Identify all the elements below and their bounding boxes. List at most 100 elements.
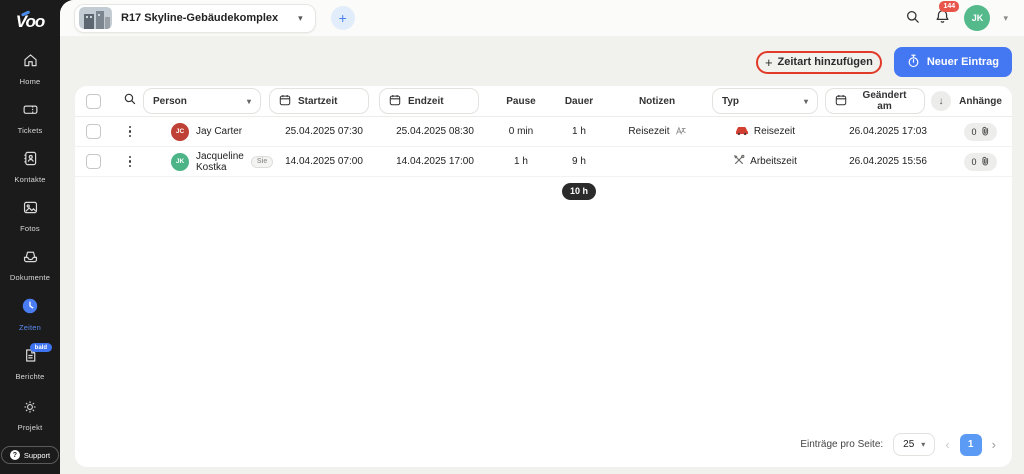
sidebar-item-dokumente[interactable]: Dokumente <box>0 240 60 289</box>
person-filter[interactable]: Person ▾ <box>143 88 261 114</box>
end-value: 14.04.2025 17:00 <box>396 156 474 167</box>
table-search-icon[interactable] <box>123 92 137 111</box>
attachments-badge[interactable]: 0 <box>964 123 997 141</box>
type-cell: Arbeitszeit <box>707 154 823 169</box>
table-row[interactable]: JC Jay Carter 25.04.2025 07:30 25.04.202… <box>75 117 1012 147</box>
sidebar-nav: Home Tickets Kontakte Fotos <box>0 44 60 388</box>
type-value: Reisezeit <box>753 126 796 137</box>
contacts-icon <box>22 150 39 172</box>
stopwatch-icon <box>907 54 920 71</box>
clock-icon <box>21 297 39 320</box>
type-value: Arbeitszeit <box>750 156 797 167</box>
plus-icon: + <box>764 54 773 70</box>
add-time-type-label: Zeitart hinzufügen <box>777 56 873 68</box>
person-cell: JK Jacqueline Kostka Sie <box>143 150 274 173</box>
sidebar: Voo Home Tickets Kontakte <box>0 0 60 474</box>
paperclip-icon <box>981 126 990 138</box>
documents-icon <box>22 248 39 270</box>
modified-value: 26.04.2025 15:56 <box>849 156 927 167</box>
sidebar-item-berichte[interactable]: bald Berichte <box>0 339 60 388</box>
attachments-count: 0 <box>971 127 977 137</box>
modified-filter-label: Geändert am <box>862 90 907 112</box>
tools-icon <box>733 154 745 169</box>
content-shell: R17 Skyline-Gebäudekomplex ▾ + 144 <box>60 0 1024 474</box>
prev-page-button[interactable]: ‹ <box>945 437 950 452</box>
support-label: Support <box>23 450 51 460</box>
start-value: 14.04.2025 07:00 <box>285 156 363 167</box>
start-filter-label: Startzeit <box>298 95 338 107</box>
photos-icon <box>22 199 39 221</box>
row-checkbox[interactable] <box>86 154 101 169</box>
person-cell: JC Jay Carter <box>143 122 269 141</box>
next-page-button[interactable]: › <box>991 437 996 452</box>
sidebar-item-label: Home <box>19 77 41 86</box>
modified-value: 26.04.2025 17:03 <box>849 126 927 137</box>
column-pause: Pause <box>506 95 536 107</box>
person-filter-label: Person <box>153 95 187 107</box>
page-content: + Zeitart hinzufügen Neuer Eintrag <box>60 36 1024 474</box>
time-entries-card: Person ▾ Startzeit <box>75 86 1012 467</box>
row-menu-icon[interactable] <box>128 125 132 138</box>
sidebar-item-label: Dokumente <box>9 273 51 282</box>
chevron-down-icon: ▾ <box>298 12 303 23</box>
new-entry-label: Neuer Eintrag <box>926 56 999 68</box>
chevron-down-icon[interactable]: ▾ <box>1003 12 1008 23</box>
add-time-type-button[interactable]: + Zeitart hinzufügen <box>765 55 873 70</box>
ticket-icon <box>22 101 39 123</box>
project-selector[interactable]: R17 Skyline-Gebäudekomplex ▾ <box>74 3 316 33</box>
row-menu-icon[interactable] <box>128 155 132 168</box>
chevron-down-icon: ▾ <box>246 96 251 106</box>
sidebar-item-tickets[interactable]: Tickets <box>0 93 60 142</box>
per-page-select[interactable]: 25 ▾ <box>893 433 936 456</box>
notifications-button[interactable]: 144 <box>934 1 960 28</box>
annotation-highlight: + Zeitart hinzufügen <box>755 50 882 74</box>
start-value: 25.04.2025 07:30 <box>285 126 363 137</box>
sidebar-item-zeiten[interactable]: Zeiten <box>0 289 60 339</box>
select-all-checkbox[interactable] <box>86 93 101 109</box>
chevron-down-icon: ▾ <box>803 96 808 106</box>
chevron-down-icon: ▾ <box>921 440 926 449</box>
sidebar-item-home[interactable]: Home <box>0 44 60 93</box>
search-icon <box>905 9 921 28</box>
column-notizen: Notizen <box>638 95 676 107</box>
typ-filter[interactable]: Typ ▾ <box>712 88 818 114</box>
gear-icon <box>22 399 38 420</box>
pause-value: 1 h <box>514 156 528 167</box>
table-header: Person ▾ Startzeit <box>75 86 1012 117</box>
sidebar-item-projekt[interactable]: Projekt <box>0 391 60 439</box>
add-project-button[interactable]: + <box>330 6 355 30</box>
home-icon <box>22 52 39 74</box>
person-name: Jacqueline Kostka <box>196 150 244 173</box>
attachments-badge[interactable]: 0 <box>964 153 997 171</box>
end-filter[interactable]: Endzeit <box>379 88 479 114</box>
notification-count-badge: 144 <box>939 1 960 12</box>
sidebar-item-fotos[interactable]: Fotos <box>0 191 60 240</box>
total-duration-badge: 10 h <box>561 182 596 200</box>
totals-row: 10 h <box>75 177 1012 205</box>
start-filter[interactable]: Startzeit <box>269 88 369 114</box>
topbar: R17 Skyline-Gebäudekomplex ▾ + 144 <box>60 0 1024 36</box>
sidebar-item-kontakte[interactable]: Kontakte <box>0 142 60 191</box>
avatar: JC <box>171 122 189 141</box>
modified-filter[interactable]: Geändert am <box>825 88 925 114</box>
row-checkbox[interactable] <box>86 124 101 139</box>
actions-row: + Zeitart hinzufügen Neuer Eintrag <box>75 47 1012 77</box>
sidebar-item-label: Zeiten <box>18 323 42 332</box>
new-entry-button[interactable]: Neuer Eintrag <box>893 47 1012 77</box>
user-avatar[interactable]: JK <box>964 5 991 31</box>
translate-icon[interactable] <box>675 125 686 139</box>
duration-value: 1 h <box>572 126 586 137</box>
column-dauer: Dauer <box>564 95 594 107</box>
topbar-right: 144 JK ▾ <box>905 1 1008 31</box>
project-name: R17 Skyline-Gebäudekomplex <box>121 12 279 24</box>
you-badge: Sie <box>250 155 274 168</box>
calendar-icon <box>279 94 291 109</box>
sort-descending-button[interactable]: ↓ <box>931 91 951 111</box>
support-button[interactable]: ? Support <box>0 446 60 464</box>
search-button[interactable] <box>905 9 921 28</box>
per-page-value: 25 <box>903 439 915 450</box>
current-page-button[interactable]: 1 <box>959 433 982 456</box>
typ-filter-label: Typ <box>722 95 740 107</box>
table-row[interactable]: JK Jacqueline Kostka Sie 14.04.2025 07:0… <box>75 147 1012 177</box>
calendar-icon <box>389 94 401 109</box>
